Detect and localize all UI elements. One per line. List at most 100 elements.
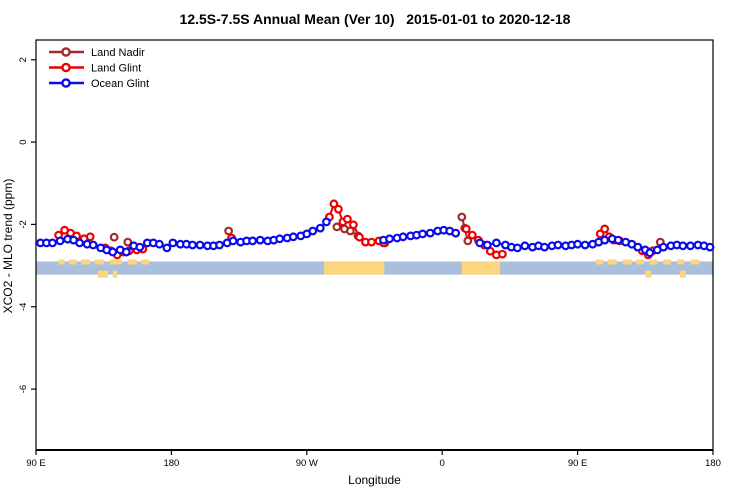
data-point — [367, 237, 376, 247]
x-tick-label: 90 E — [568, 458, 588, 469]
data-point — [457, 212, 467, 222]
data-point — [461, 224, 471, 234]
x-axis-label: Longitude — [348, 473, 401, 487]
data-point — [55, 236, 65, 246]
data-point — [322, 217, 331, 227]
data-point — [573, 239, 582, 249]
data-point — [123, 237, 133, 247]
legend: Land Nadir Land Glint Ocean Glint — [49, 47, 149, 90]
data-point — [343, 214, 352, 224]
data-point — [498, 249, 507, 259]
island-segment — [676, 259, 685, 265]
data-point — [154, 239, 164, 249]
data-point — [540, 242, 549, 252]
legend-label: Land Glint — [91, 62, 141, 74]
data-point — [600, 224, 610, 234]
data-point — [315, 223, 325, 233]
data-point — [248, 236, 258, 246]
data-point — [85, 232, 95, 242]
island-segment — [679, 270, 686, 278]
x-tick-label: 90 W — [296, 458, 318, 469]
data-point — [88, 240, 98, 250]
data-point — [645, 248, 655, 258]
island-segment — [58, 259, 65, 265]
island-segment — [622, 259, 632, 265]
data-point — [275, 234, 285, 244]
island-segment — [141, 259, 149, 265]
land-segment — [461, 261, 501, 275]
legend-label: Land Nadir — [91, 47, 145, 59]
island-segment — [97, 270, 109, 278]
island-segment — [663, 259, 671, 265]
island-segment — [690, 259, 700, 265]
data-point — [162, 243, 172, 253]
data-point — [580, 240, 590, 250]
data-point — [188, 240, 197, 250]
data-point — [349, 220, 358, 230]
y-tick-label: -2 — [18, 220, 29, 228]
data-point — [168, 238, 178, 248]
data-point — [109, 232, 119, 242]
data-point — [418, 229, 428, 239]
island-segment — [127, 259, 137, 265]
land-segment — [324, 261, 385, 275]
legend-marker — [61, 78, 71, 88]
data-point — [633, 242, 643, 252]
y-tick-label: 2 — [18, 57, 29, 62]
x-tick-label: 180 — [163, 458, 179, 469]
data-point — [492, 238, 501, 248]
data-point — [600, 235, 610, 245]
chart-title: 12.5S-7.5S Annual Mean (Ver 10) 2015-01-… — [179, 11, 571, 27]
island-segment — [109, 259, 122, 265]
y-tick-label: -4 — [18, 303, 29, 311]
data-point — [398, 232, 408, 242]
data-point — [195, 240, 205, 250]
data-point — [425, 228, 435, 238]
data-point — [678, 241, 688, 251]
island-segment — [81, 259, 91, 265]
data-point — [135, 242, 145, 252]
series-ocean-glint — [36, 217, 715, 258]
data-point — [385, 234, 394, 244]
data-point — [613, 235, 623, 245]
data-point — [686, 241, 695, 251]
legend-marker — [61, 62, 71, 73]
data-point — [308, 226, 318, 236]
island-segment — [69, 259, 77, 265]
data-point — [705, 242, 715, 252]
x-tick-label: 0 — [440, 458, 445, 469]
data-point — [75, 238, 84, 248]
legend-label: Ocean Glint — [91, 78, 149, 90]
data-point — [329, 199, 339, 209]
island-segment — [595, 259, 604, 265]
data-point — [48, 238, 57, 248]
data-point — [513, 243, 522, 253]
data-point — [224, 226, 234, 236]
island-segment — [636, 259, 644, 265]
island-segment — [94, 259, 104, 265]
data-point — [482, 240, 492, 250]
x-tick-label: 90 E — [26, 458, 46, 469]
data-point — [332, 222, 342, 232]
data-point — [121, 247, 131, 257]
data-point — [334, 204, 343, 214]
data-point — [355, 232, 364, 242]
data-point — [255, 235, 265, 245]
island-segment — [607, 259, 617, 265]
data-point — [520, 241, 530, 251]
data-point — [463, 236, 473, 246]
legend-marker — [61, 47, 71, 57]
data-point — [108, 247, 118, 257]
data-point — [288, 232, 298, 242]
data-point — [215, 240, 224, 250]
axes: 90 E 180 90 W 0 90 E 180 2 0 -2 -4 -6 — [18, 39, 721, 469]
data-point — [659, 242, 668, 252]
y-tick-label: -6 — [18, 385, 29, 393]
data-point — [467, 230, 477, 240]
data-point — [451, 228, 461, 238]
surface-band — [36, 259, 713, 278]
data-point — [228, 236, 238, 246]
x-tick-label: 180 — [705, 458, 721, 469]
